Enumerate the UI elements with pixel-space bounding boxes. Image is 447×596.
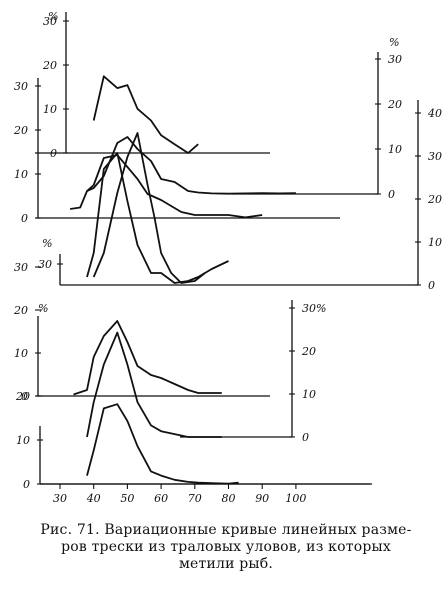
panel-7-tick-label: 0: [302, 431, 309, 444]
panel-2-tick-label: 0: [388, 188, 395, 201]
panel-1-tick-label: 0: [50, 147, 57, 160]
panel-6-tick-label: 20: [13, 304, 28, 317]
panel-1-tick-label: 20: [42, 59, 57, 72]
panel-7-tick-label: 30%: [302, 302, 326, 315]
panel-4-tick-label: 40: [427, 107, 442, 120]
panel-4-tick-label: 0: [428, 279, 435, 292]
panel-4-curve: [92, 132, 206, 284]
panel-7-tick-label: 10: [302, 388, 316, 401]
panel-5-tick-label: 30: [38, 258, 52, 271]
panel-4-tick-label: 10: [428, 236, 442, 249]
panel-8-tick-label: 0: [23, 478, 30, 491]
x-axis-tick-label: 60: [154, 492, 168, 505]
panel-5-unit-label: %: [42, 237, 52, 250]
panel-3-tick-label: 20: [13, 124, 28, 137]
panel-6-unit-label: %: [38, 302, 48, 315]
caption-line-3: метили рыб.: [178, 556, 274, 572]
panel-2-curve: [86, 136, 296, 195]
panel-6-tick-label: 10: [14, 347, 28, 360]
panel-3-tick-label: 30: [14, 80, 28, 93]
panel-8-tick-label: 10: [16, 434, 30, 447]
panel-4-tick-label: 30: [428, 150, 442, 163]
panel-1-unit-label: %: [48, 10, 58, 23]
panel-7-tick-label: 20: [301, 345, 316, 358]
x-axis-tick-label: 70: [188, 492, 202, 505]
panel-3-curve: [69, 154, 263, 219]
x-axis-tick-label: 80: [222, 492, 236, 505]
panel-3-tick-label: 10: [14, 168, 28, 181]
panel-6-tick-label: 0: [21, 390, 28, 403]
caption-line-1: Рис. 71. Вариационные кривые линейных ра…: [40, 522, 412, 538]
figure-caption: Рис. 71. Вариационные кривые линейных ра…: [14, 522, 438, 573]
panel-1-curve: [92, 75, 199, 154]
panel-1-tick-label: 10: [43, 103, 57, 116]
panel-3-tick-label: 0: [21, 212, 28, 225]
panel-2-tick-label: 20: [387, 98, 402, 111]
labels-layer: 3020100%3020100%302010040302010030%30201…: [13, 10, 442, 505]
panel-7-curve: [86, 331, 222, 438]
curves-layer: [69, 75, 296, 485]
x-axis-tick-label: 100: [285, 492, 306, 505]
panel-2-tick-label: 10: [388, 143, 402, 156]
panel-1-tick-label: 30: [43, 15, 57, 28]
variation-curves-figure: 3020100%3020100%302010040302010030%30201…: [13, 10, 442, 505]
axes-layer: [35, 12, 421, 489]
panel-2-tick-label: 30: [388, 53, 402, 66]
x-axis-tick-label: 90: [255, 492, 269, 505]
panel-6-curve: [73, 320, 222, 396]
x-axis-tick-label: 50: [120, 492, 134, 505]
panel-8-tick-label: 20: [15, 390, 30, 403]
panel-6-tick-label: 30: [14, 261, 28, 274]
panel-8-curve: [86, 403, 239, 485]
panel-4-tick-label: 20: [427, 193, 442, 206]
caption-line-2: ров трески из траловых уловов, из которы…: [61, 539, 391, 555]
x-axis-tick-label: 40: [86, 492, 101, 505]
panel-5-curve: [86, 152, 229, 284]
panel-2-unit-label: %: [389, 36, 399, 49]
x-axis-tick-label: 30: [53, 492, 67, 505]
